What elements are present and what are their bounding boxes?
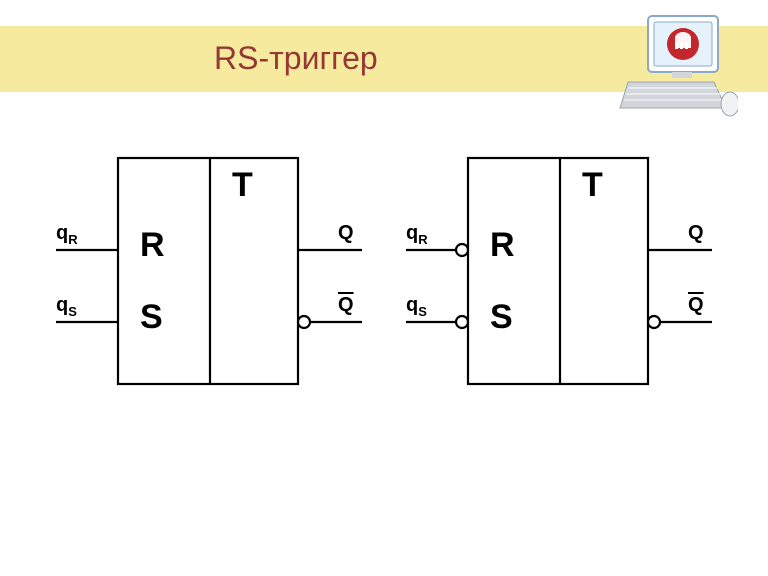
trigger-left bbox=[56, 158, 362, 384]
label-Q-right: Q bbox=[688, 222, 704, 245]
label-S-left: S bbox=[140, 298, 163, 337]
label-S-right: S bbox=[490, 298, 513, 337]
label-Q-left: Q bbox=[338, 222, 354, 245]
label-T-left: T bbox=[232, 166, 253, 205]
label-Qbar-left: Q bbox=[338, 294, 354, 317]
label-qS-left: qS bbox=[56, 294, 77, 319]
label-qR-right: qR bbox=[406, 222, 428, 247]
label-R-left: R bbox=[140, 226, 165, 265]
slide-page: RS-триггер TRSqRqSQQTRSqRqSQQ bbox=[0, 0, 768, 576]
label-Qbar-right: Q bbox=[688, 294, 704, 317]
label-T-right: T bbox=[582, 166, 603, 205]
trigger-right bbox=[406, 158, 712, 384]
label-qR-left: qR bbox=[56, 222, 78, 247]
rs-trigger-diagram bbox=[0, 0, 768, 576]
label-R-right: R bbox=[490, 226, 515, 265]
label-qS-right: qS bbox=[406, 294, 427, 319]
